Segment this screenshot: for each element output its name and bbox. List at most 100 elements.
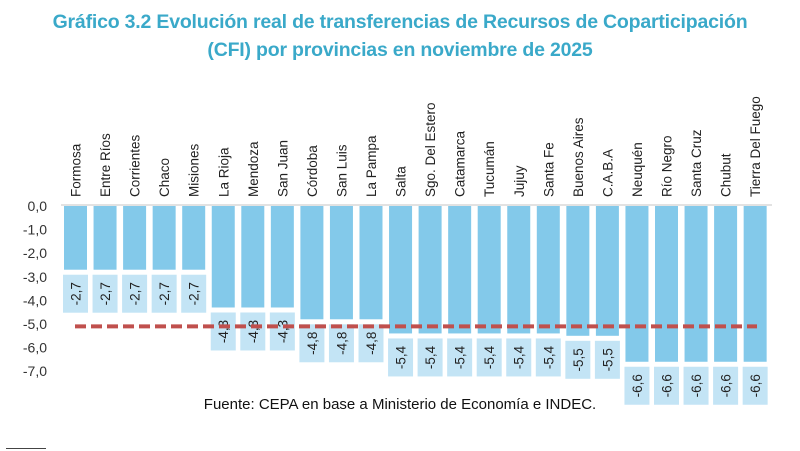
data-label: -2,7 (187, 282, 202, 305)
bar (329, 206, 353, 320)
data-label-box (417, 338, 443, 377)
y-tick-label: -5,0 (23, 316, 47, 332)
category-label: Chubut (719, 153, 734, 197)
data-label: -2,7 (98, 282, 113, 305)
y-tick-label: -2,0 (23, 245, 47, 261)
category-label: Catamarca (453, 130, 468, 197)
category-label: La Rioja (216, 147, 231, 197)
category-label: Mendoza (246, 141, 261, 197)
category-label: San Luis (334, 144, 349, 197)
data-label: -4,3 (216, 320, 231, 343)
data-label-box (742, 366, 768, 405)
data-label-box (358, 324, 384, 363)
data-label: -5,4 (453, 345, 468, 369)
data-label: -6,6 (719, 374, 734, 397)
data-label-box (122, 274, 148, 313)
category-label: Misiones (187, 143, 202, 197)
category-label: Córdoba (305, 145, 320, 197)
category-label: Formosa (69, 143, 84, 197)
bar (300, 206, 324, 320)
data-label-box (63, 274, 88, 313)
data-label-box (388, 338, 414, 377)
data-label-box (299, 324, 325, 363)
category-labels: Formosa Entre Ríos Corrientes Chaco Misiones… (69, 96, 764, 197)
y-tick-label: -3,0 (23, 269, 47, 285)
data-label: -5,5 (571, 348, 586, 371)
source-note: Fuente: CEPA en base a Ministerio de Eco… (203, 396, 597, 413)
data-label: -5,4 (512, 345, 527, 369)
data-label-box (181, 274, 207, 313)
data-label: -6,6 (630, 374, 645, 397)
bar (123, 206, 147, 270)
data-label: -5,4 (423, 345, 438, 369)
bar (270, 206, 294, 308)
bar (566, 206, 590, 336)
category-label: Tierra Del Fuego (748, 96, 763, 197)
data-label-box (240, 312, 266, 351)
bars-group: -2,7 -2,7 -2,7 -2,7 -2,7 -4,3 -4,3 -4,3 -4,8 -4,8… (63, 206, 768, 405)
data-label: -4,8 (305, 332, 320, 355)
data-label-box (594, 340, 620, 379)
data-label: -5,4 (394, 345, 409, 369)
footnote-separator (6, 448, 46, 449)
bar (448, 206, 472, 334)
bar (152, 206, 176, 270)
bar (507, 206, 531, 334)
bar (418, 206, 442, 334)
data-label-box (328, 324, 354, 363)
bar (477, 206, 501, 334)
data-label-box (210, 312, 236, 351)
data-label-box (151, 274, 177, 313)
bar (714, 206, 738, 362)
category-label: Sgo. Del Estero (423, 102, 438, 197)
data-label: -2,7 (157, 282, 172, 305)
data-label-box (654, 366, 679, 405)
category-label: Jujuy (512, 165, 527, 197)
category-label: La Pampa (364, 135, 379, 197)
bar (595, 206, 619, 336)
chart-title-line-2: (CFI) por provincias en noviembre de 202… (207, 39, 593, 61)
y-tick-label: -6,0 (23, 340, 47, 356)
data-label-box (476, 338, 502, 377)
data-label-box (624, 366, 650, 405)
category-label: Salta (394, 166, 409, 197)
data-label: -5,4 (541, 345, 556, 369)
y-tick-label: 0,0 (28, 198, 48, 214)
bar (684, 206, 708, 362)
data-label: -6,6 (689, 374, 704, 397)
data-label: -2,7 (128, 282, 143, 305)
data-label-box (683, 366, 709, 405)
bar (389, 206, 413, 334)
bar (64, 206, 87, 270)
y-axis: 0,0 -1,0 -2,0 -3,0 -4,0 -5,0 -6,0 -7,0 (23, 198, 47, 379)
data-label: -4,8 (334, 332, 349, 355)
bar (655, 206, 678, 362)
bar (536, 206, 560, 334)
category-label: Corrientes (128, 134, 143, 197)
category-label: Buenos Aires (571, 117, 586, 197)
data-label: -2,7 (69, 282, 84, 305)
bar (241, 206, 265, 308)
data-label: -4,8 (364, 332, 379, 355)
data-label: -6,6 (748, 374, 763, 397)
category-label: San Juan (275, 140, 290, 197)
data-label: -6,6 (660, 374, 675, 397)
data-label: -4,3 (275, 320, 290, 343)
y-tick-label: -1,0 (23, 222, 47, 238)
data-label-box (535, 338, 561, 377)
y-tick-label: -7,0 (23, 363, 47, 379)
category-label: Santa Cruz (689, 129, 704, 197)
data-label: -5,5 (600, 348, 615, 371)
data-label-box (269, 312, 295, 351)
data-label: -4,3 (246, 320, 261, 343)
chart-title-line-1: Gráfico 3.2 Evolución real de transferen… (52, 11, 748, 33)
category-label: Chaco (157, 158, 172, 197)
data-label-box (713, 366, 739, 405)
category-label: Entre Ríos (98, 133, 113, 197)
y-tick-label: -4,0 (23, 292, 47, 308)
data-label: -5,4 (482, 345, 497, 369)
category-label: Río Negro (660, 135, 675, 197)
data-label-box (447, 338, 473, 377)
chart-title: Gráfico 3.2 Evolución real de transferen… (0, 8, 800, 64)
